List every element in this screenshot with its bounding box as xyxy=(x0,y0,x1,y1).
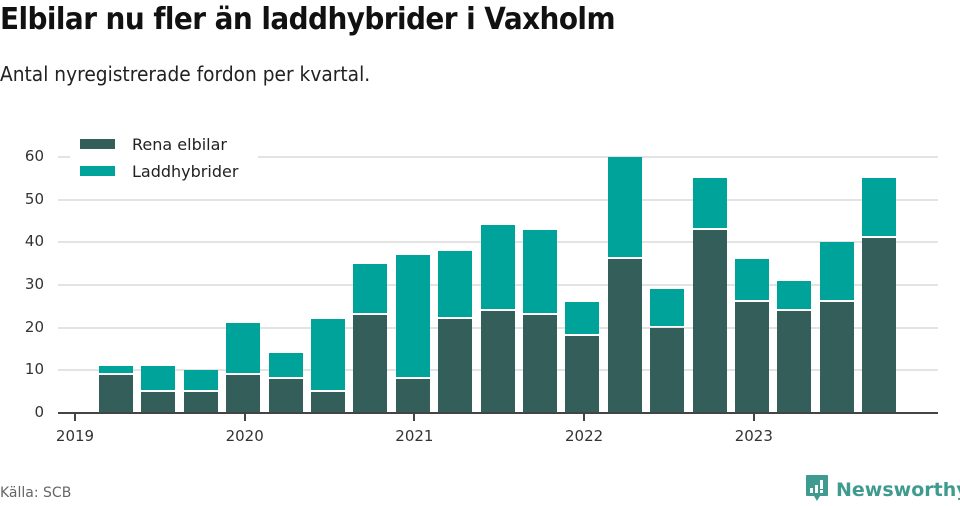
x-tick-label: 2019 xyxy=(55,427,95,445)
y-tick-label: 40 xyxy=(24,232,44,251)
segment-rena-elbilar xyxy=(480,310,515,413)
segment-laddhybrider xyxy=(268,353,303,377)
segment-laddhybrider xyxy=(353,263,388,313)
bar-2023-q4 xyxy=(862,178,897,413)
chart-title: Elbilar nu fler än laddhybrider i Vaxhol… xyxy=(0,2,616,37)
x-tick-label: 2020 xyxy=(225,427,264,445)
segment-laddhybrider xyxy=(777,280,812,309)
segment-laddhybrider xyxy=(819,242,854,301)
segment-rena-elbilar xyxy=(268,378,303,413)
legend-label: Laddhybrider xyxy=(132,161,239,181)
y-tick-label: 20 xyxy=(24,317,44,336)
x-tick xyxy=(74,413,76,421)
segment-rena-elbilar xyxy=(862,238,897,413)
x-tick-label: 2022 xyxy=(565,427,604,445)
y-tick-label: 0 xyxy=(34,403,44,421)
x-tick-label: 2021 xyxy=(395,427,434,445)
brand-name: Newsworthy xyxy=(836,479,960,501)
segment-laddhybrider xyxy=(438,250,473,318)
segment-rena-elbilar xyxy=(395,378,430,413)
segment-rena-elbilar xyxy=(650,327,685,413)
bar-2021-q3 xyxy=(480,225,515,413)
segment-rena-elbilar xyxy=(141,391,176,413)
x-tick xyxy=(413,413,416,421)
bar-2020-q2 xyxy=(268,353,303,413)
stacked-bar-chart: 2019 2020 2021 2022 2023 Rena elbilar Laddhy… xyxy=(24,132,938,445)
segment-laddhybrider xyxy=(99,366,133,373)
bar-2020-q4 xyxy=(353,263,388,413)
bar-2020-q3 xyxy=(311,319,345,413)
gridline xyxy=(58,198,938,201)
segment-laddhybrider xyxy=(480,225,515,309)
bar-2019-q2 xyxy=(99,366,133,413)
segment-rena-elbilar xyxy=(183,391,218,413)
legend: Rena elbilar Laddhybrider xyxy=(70,132,258,188)
segment-laddhybrider xyxy=(226,323,261,373)
legend-item-laddhybrider: Laddhybrider xyxy=(80,161,238,181)
segment-laddhybrider xyxy=(692,178,727,228)
segment-rena-elbilar xyxy=(777,310,812,413)
segment-laddhybrider xyxy=(565,302,600,335)
segment-laddhybrider xyxy=(141,366,176,390)
bar-2020-q1 xyxy=(226,323,261,413)
y-tick-label: 50 xyxy=(24,189,44,208)
bar-2023-q2 xyxy=(777,280,812,413)
source-note: Källa: SCB xyxy=(0,485,72,501)
segment-laddhybrider xyxy=(862,178,897,237)
bar-2019-q3 xyxy=(141,366,176,413)
bar-2023-q3 xyxy=(819,242,854,413)
legend-label: Rena elbilar xyxy=(132,134,227,154)
x-axis-line xyxy=(58,412,938,414)
bar-2022-q1 xyxy=(565,302,600,413)
y-tick-label: 10 xyxy=(24,360,44,379)
segment-laddhybrider xyxy=(735,259,769,301)
bar-2023-q1 xyxy=(735,259,769,413)
segment-rena-elbilar xyxy=(226,374,261,413)
bar-2022-q4 xyxy=(692,178,727,413)
segment-rena-elbilar xyxy=(692,229,727,413)
bar-2019-q4 xyxy=(183,370,218,413)
segment-rena-elbilar xyxy=(311,391,345,413)
bar-2021-q1 xyxy=(395,255,430,413)
legend-swatch-teal xyxy=(80,166,115,176)
bar-2021-q2 xyxy=(438,250,473,413)
segment-rena-elbilar xyxy=(607,259,642,413)
x-tick xyxy=(583,413,586,421)
segment-laddhybrider xyxy=(523,229,557,313)
bar-chart-logo-icon xyxy=(805,474,829,506)
bar-2022-q3 xyxy=(650,289,685,413)
segment-laddhybrider xyxy=(650,289,685,326)
segment-rena-elbilar xyxy=(353,314,388,413)
segment-rena-elbilar xyxy=(819,302,854,413)
legend-swatch-dark xyxy=(80,139,115,149)
gridline xyxy=(58,156,938,158)
y-tick-label: 30 xyxy=(24,275,44,293)
segment-rena-elbilar xyxy=(523,314,557,413)
bar-2021-q4 xyxy=(523,229,557,413)
chart-subtitle: Antal nyregistrerade fordon per kvartal. xyxy=(0,62,371,86)
x-tick-label: 2023 xyxy=(734,427,773,445)
segment-laddhybrider xyxy=(183,370,218,390)
newsworthy-logo: Newsworthy xyxy=(805,474,960,506)
segment-rena-elbilar xyxy=(565,336,600,413)
y-tick-label: 60 xyxy=(24,147,44,165)
segment-rena-elbilar xyxy=(438,319,473,413)
legend-item-rena-elbilar: Rena elbilar xyxy=(80,134,227,154)
segment-laddhybrider xyxy=(607,157,642,258)
segment-rena-elbilar xyxy=(99,374,133,413)
x-tick xyxy=(243,413,246,421)
segment-rena-elbilar xyxy=(735,302,769,413)
segment-laddhybrider xyxy=(311,319,345,390)
x-tick xyxy=(752,413,755,421)
segment-laddhybrider xyxy=(395,255,430,377)
bar-2022-q2 xyxy=(607,157,642,413)
